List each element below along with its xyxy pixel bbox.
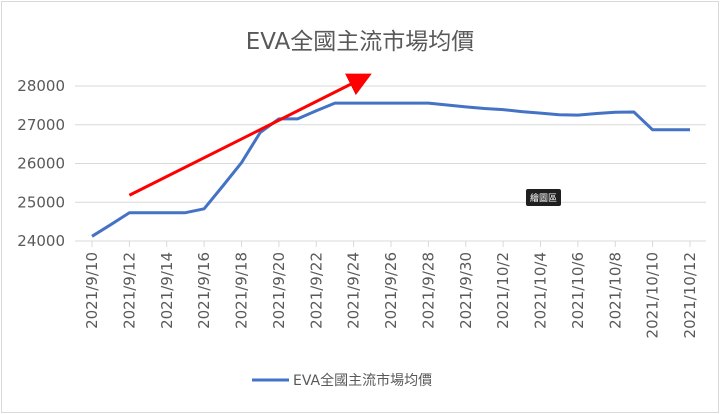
x-tick-label: 2021/10/6 (569, 252, 587, 329)
legend-label: EVA全國主流市場均價 (293, 372, 432, 389)
x-tick-label: 2021/9/28 (419, 252, 437, 329)
y-tick-label: 26000 (17, 155, 65, 173)
y-tick-label: 24000 (17, 232, 65, 250)
x-tick-label: 2021/9/24 (345, 252, 363, 329)
plot-area-tag: 繪圖區 (526, 189, 562, 206)
x-tick-label: 2021/9/16 (195, 252, 213, 329)
y-tick-label: 28000 (17, 77, 65, 95)
y-tick-label: 27000 (17, 116, 65, 134)
x-tick-label: 2021/10/10 (644, 252, 662, 338)
legend: EVA全國主流市場均價 (252, 372, 432, 389)
x-tick-label: 2021/9/18 (233, 252, 251, 329)
x-tick-label: 2021/9/20 (270, 252, 288, 329)
x-tick-label: 2021/10/2 (494, 252, 512, 329)
x-tick-label: 2021/9/22 (307, 252, 325, 329)
x-tick-label: 2021/10/12 (681, 252, 699, 338)
x-tick-label: 2021/9/10 (83, 252, 101, 329)
x-tick-label: 2021/9/30 (457, 252, 475, 329)
x-tick-label: 2021/10/4 (532, 252, 550, 329)
x-tick-label: 2021/9/26 (382, 252, 400, 329)
chart-title: EVA全國主流市場均價 (245, 29, 475, 55)
y-tick-label: 25000 (17, 193, 65, 211)
series-line-0 (91, 101, 690, 238)
x-tick-label: 2021/9/14 (158, 252, 176, 329)
x-tick-label: 2021/10/14 (718, 252, 720, 338)
x-tick-label: 2021/9/12 (120, 252, 138, 329)
trend-arrow (128, 73, 372, 197)
x-tick-label: 2021/10/8 (606, 252, 624, 329)
